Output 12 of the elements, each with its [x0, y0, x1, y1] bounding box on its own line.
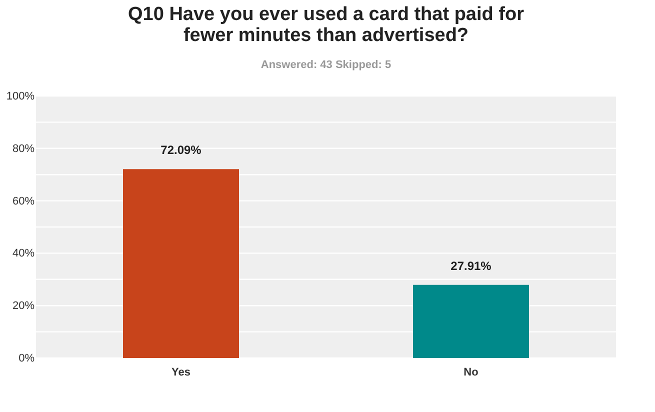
x-tick-label: Yes — [172, 366, 190, 378]
chart-subtitle: Answered: 43 Skipped: 5 — [260, 59, 392, 71]
x-tick-label: No — [464, 366, 479, 378]
data-label: 72.09% — [160, 143, 202, 158]
data-label: 27.91% — [450, 258, 492, 273]
y-tick-label: 20% — [12, 300, 35, 312]
y-tick-label: 0% — [18, 352, 35, 364]
y-tick-label: 40% — [12, 248, 35, 260]
chart-title: Q10 Have you ever used a card that paid for fewer minutes than advertised? — [128, 4, 525, 46]
y-tick-label: 100% — [6, 90, 35, 102]
y-tick-label: 80% — [12, 142, 35, 155]
y-tick-label: 60% — [12, 195, 35, 208]
